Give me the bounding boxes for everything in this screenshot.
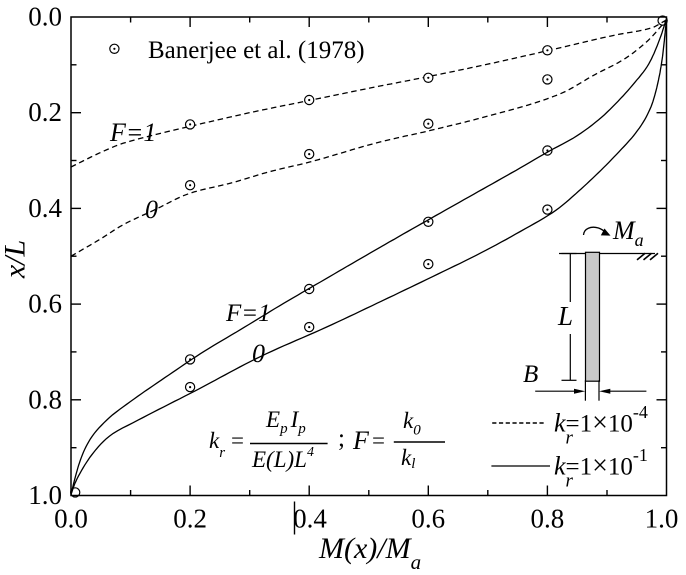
svg-text:0.6: 0.6 [28,289,62,319]
svg-text:=1×10-4: =1×10-4 [566,402,648,439]
svg-text:Banerjee et al. (1978): Banerjee et al. (1978) [148,37,365,64]
svg-text:0.8: 0.8 [531,504,565,534]
svg-text:0.0: 0.0 [28,2,62,32]
svg-text:1.0: 1.0 [645,504,679,534]
svg-text:0.8: 0.8 [28,384,62,414]
svg-text:0.0: 0.0 [54,504,88,534]
svg-text:0.6: 0.6 [411,504,445,534]
svg-text:F: F [352,426,370,455]
svg-text:F=1: F=1 [225,300,271,327]
svg-text:B: B [523,361,538,388]
svg-text:0.2: 0.2 [173,504,207,534]
svg-text:0: 0 [145,195,158,224]
svg-text:;: ; [338,425,345,452]
svg-text:x/L: x/L [0,240,32,279]
svg-text:=: = [372,428,385,453]
svg-text:E(L)L4: E(L)L4 [251,445,314,472]
svg-text:0.2: 0.2 [28,97,62,127]
svg-text:1.0: 1.0 [28,480,62,510]
svg-text:0.4: 0.4 [28,193,62,223]
svg-text:L: L [557,301,573,331]
svg-text:0: 0 [252,339,265,368]
svg-text:F=1: F=1 [109,118,156,147]
svg-text:=: = [231,428,244,453]
svg-text:0.4: 0.4 [293,504,327,534]
